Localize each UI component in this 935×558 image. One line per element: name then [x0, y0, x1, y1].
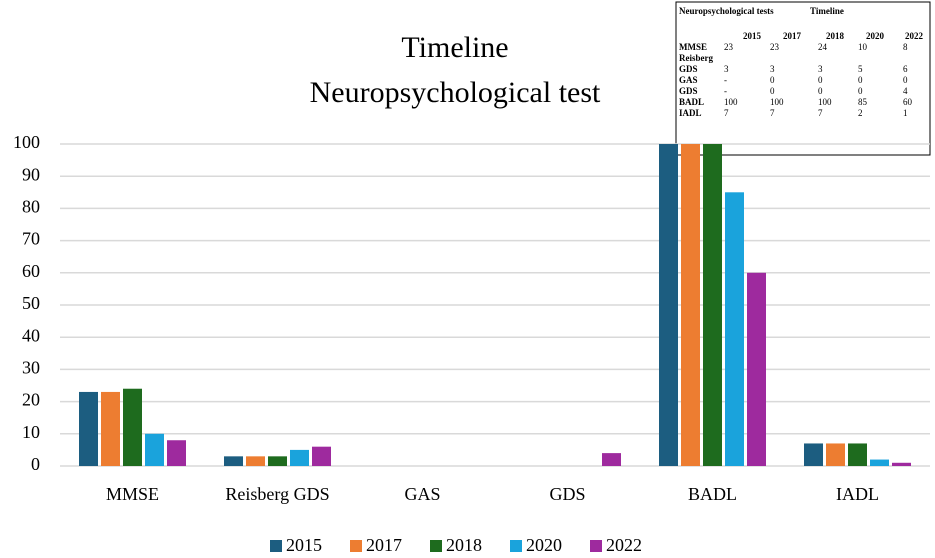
table-cell: 8: [903, 42, 908, 52]
legend-label: 2015: [286, 535, 322, 555]
bar: [747, 272, 766, 466]
table-cell: 60: [903, 97, 913, 107]
bar: [224, 456, 243, 466]
y-tick-label: 30: [22, 358, 40, 378]
bar: [725, 192, 744, 467]
legend-label: 2017: [366, 535, 402, 555]
table-cell: -: [724, 86, 727, 96]
bar: [290, 449, 309, 466]
table-cell: 3: [770, 64, 775, 74]
x-tick-label: MMSE: [106, 484, 159, 504]
table-cell: 23: [724, 42, 734, 52]
legend-label: 2020: [526, 535, 562, 555]
table-cell: 0: [858, 75, 863, 85]
table-cell: 0: [858, 86, 863, 96]
y-tick-label: 40: [22, 325, 40, 345]
legend-swatch: [510, 540, 522, 552]
bar: [602, 453, 621, 466]
table-row-label: BADL: [679, 97, 704, 107]
table-cell: 0: [818, 75, 823, 85]
table-row-label: GDS: [679, 64, 698, 74]
bar: [268, 456, 287, 466]
table-cell: 7: [724, 108, 729, 118]
table-row-label: GAS: [679, 75, 698, 85]
table-cell: 85: [858, 97, 868, 107]
y-tick-label: 90: [22, 164, 40, 184]
bar: [826, 443, 845, 466]
x-tick-label: Reisberg GDS: [225, 484, 329, 504]
bar: [167, 440, 186, 466]
table-cell: 0: [770, 86, 775, 96]
legend-swatch: [430, 540, 442, 552]
table-cell: 0: [770, 75, 775, 85]
bar: [659, 144, 678, 466]
table-cell: 7: [770, 108, 775, 118]
legend-swatch: [350, 540, 362, 552]
table-year: 2020: [866, 31, 885, 41]
legend-label: 2018: [446, 535, 482, 555]
table-cell: 100: [770, 97, 784, 107]
table-cell: -: [724, 75, 727, 85]
table-row-label: GDS: [679, 86, 698, 96]
table-cell: 4: [903, 86, 908, 96]
bar: [79, 391, 98, 466]
table-cell: 3: [818, 64, 823, 74]
bar: [804, 443, 823, 466]
table-cell: 100: [724, 97, 738, 107]
table-cell: 23: [770, 42, 780, 52]
bar: [703, 144, 722, 466]
table-row-label: MMSE: [679, 42, 707, 52]
x-tick-label: IADL: [836, 484, 879, 504]
bar: [145, 433, 164, 466]
legend-label: 2022: [606, 535, 642, 555]
bar: [246, 456, 265, 466]
table-year: 2017: [783, 31, 802, 41]
table-cell: 6: [903, 64, 908, 74]
table-row-label: Reisberg: [679, 53, 713, 63]
table-cell: 0: [818, 86, 823, 96]
table-cell: 5: [858, 64, 863, 74]
bar: [123, 388, 142, 466]
x-tick-label: GAS: [404, 484, 440, 504]
y-tick-label: 50: [22, 293, 40, 313]
chart-title: Timeline: [401, 31, 508, 64]
table-cell: 7: [818, 108, 823, 118]
bar: [101, 391, 120, 466]
table-row-label: IADL: [679, 108, 702, 118]
table-cell: 3: [724, 64, 729, 74]
table-box: [675, 1, 931, 156]
table-header: Timeline: [810, 6, 844, 16]
y-tick-label: 60: [22, 261, 40, 281]
table-cell: 10: [858, 42, 868, 52]
bar: [892, 462, 911, 466]
table-cell: 100: [818, 97, 832, 107]
x-tick-label: GDS: [549, 484, 585, 504]
table-cell: 24: [818, 42, 828, 52]
bar: [848, 443, 867, 466]
table-header: Neuropsychological tests: [679, 6, 774, 16]
bar: [870, 459, 889, 466]
bar: [312, 446, 331, 466]
y-tick-label: 0: [31, 454, 40, 474]
x-tick-label: BADL: [688, 484, 737, 504]
y-tick-label: 100: [13, 132, 40, 152]
bar: [681, 144, 700, 466]
chart-subtitle: Neuropsychological test: [310, 76, 601, 109]
table-cell: 0: [903, 75, 908, 85]
legend-swatch: [270, 540, 282, 552]
y-tick-label: 20: [22, 390, 40, 410]
y-tick-label: 10: [22, 422, 40, 442]
legend-swatch: [590, 540, 602, 552]
table-cell: 2: [858, 108, 863, 118]
y-tick-label: 80: [22, 197, 40, 217]
table-year: 2015: [743, 31, 762, 41]
table-year: 2018: [826, 31, 845, 41]
table-cell: 1: [903, 108, 908, 118]
table-year: 2022: [905, 31, 924, 41]
y-tick-label: 70: [22, 229, 40, 249]
